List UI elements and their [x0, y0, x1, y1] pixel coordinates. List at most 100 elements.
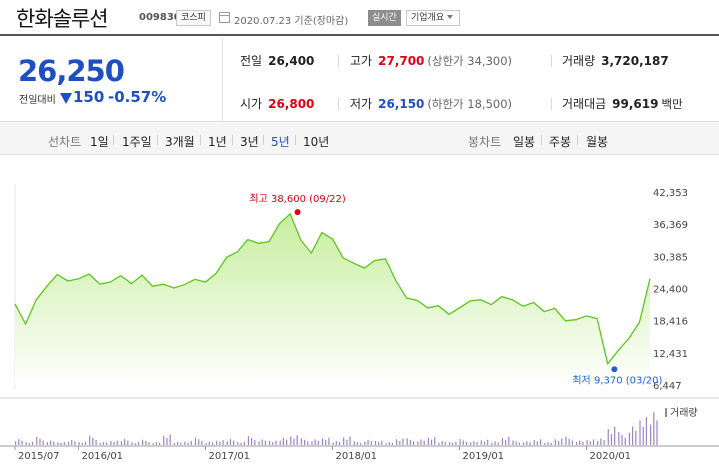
volume-bar: [158, 442, 161, 445]
volume-bar: [184, 441, 186, 445]
y-tick-label: 42,353: [653, 188, 688, 199]
volume-bar: [269, 441, 271, 445]
stock-code: 009830: [139, 12, 181, 23]
volume-bar: [628, 432, 631, 445]
volume-bar: [356, 442, 359, 445]
volume-bar: [247, 436, 250, 445]
volume-bar: [332, 442, 334, 445]
volume-bar: [124, 439, 126, 445]
volume-bar: [36, 436, 38, 445]
volume-bar: [219, 441, 221, 445]
line-chart-label: 선차트: [48, 135, 82, 149]
volume-bar: [434, 436, 436, 445]
cell-divider: [551, 55, 552, 67]
min-marker: [611, 366, 618, 373]
volume-bar: [381, 440, 383, 445]
volume-bar: [523, 442, 525, 445]
volume-bar: [565, 436, 567, 445]
volume-bar: [89, 435, 91, 445]
calendar-icon: [219, 12, 230, 23]
y-tick-label: 6,447: [653, 381, 682, 392]
company-info-label: 기업개요: [411, 13, 445, 23]
period-5year[interactable]: 5년: [271, 135, 290, 149]
volume-bar: [173, 442, 175, 445]
volume-bar: [84, 441, 87, 445]
cell-divider: [551, 98, 552, 110]
volume-bar: [216, 440, 218, 445]
stock-name[interactable]: 한화솔루션: [16, 7, 109, 31]
volume-bar: [607, 429, 609, 445]
volume-bar: [113, 442, 115, 445]
prev-close-value: 26,400: [268, 54, 315, 68]
volume-bar: [307, 441, 309, 445]
price-change-percent: -0.57%: [108, 88, 167, 106]
volume-bar: [258, 441, 260, 445]
volume-bar: [406, 438, 408, 445]
y-tick-label: 12,431: [653, 349, 688, 360]
high-label: 고가: [350, 54, 373, 68]
volume-bar: [137, 442, 140, 445]
period-divider: [295, 135, 296, 145]
volume-bar: [285, 439, 288, 445]
volume-bar: [367, 439, 369, 445]
volume-bar: [99, 443, 101, 445]
high-price: 고가 27,700 (상한가 34,300): [350, 52, 512, 69]
volume-bar: [190, 441, 192, 445]
y-tick-label: 30,385: [653, 252, 688, 263]
volume-bar: [120, 441, 123, 445]
volume-bar: [568, 438, 570, 445]
candle-monthly[interactable]: 월봉: [586, 135, 609, 149]
y-tick-label: 24,400: [653, 285, 688, 296]
amount-label: 거래대금: [562, 97, 607, 111]
volume-bar: [388, 442, 390, 445]
volume-bar: [353, 441, 355, 445]
candle-chart-label: 봉차트: [468, 135, 502, 149]
volume-bar: [539, 439, 542, 445]
company-info-dropdown[interactable]: 기업개요: [406, 10, 461, 26]
period-10year[interactable]: 10년: [303, 135, 330, 149]
volume-bar: [533, 440, 535, 445]
volume-bar: [624, 437, 626, 445]
x-tick-label: 2020/01: [590, 451, 632, 462]
volume-bar: [110, 441, 112, 445]
volume-bar: [645, 417, 648, 445]
volume-bar: [417, 441, 419, 445]
cell-divider: [338, 55, 339, 67]
max-marker: [294, 209, 301, 216]
period-1week[interactable]: 1주일: [122, 135, 152, 149]
volume-bar: [74, 441, 76, 445]
volume-bar: [360, 442, 362, 445]
volume-bar: [155, 442, 157, 445]
volume-bar: [229, 439, 232, 445]
lower-limit: (하한가 18,500): [427, 97, 513, 111]
volume-bar: [501, 437, 504, 445]
x-tick-label: 2017/01: [209, 451, 251, 462]
amount-value: 99,619: [612, 97, 659, 111]
period-1year[interactable]: 1년: [208, 135, 227, 149]
volume-bar: [102, 442, 105, 445]
volume-bar: [399, 440, 401, 445]
volume-bar: [610, 433, 613, 445]
candle-weekly[interactable]: 주봉: [549, 135, 572, 149]
volume-bar: [526, 441, 528, 445]
realtime-button[interactable]: 실시간: [368, 10, 401, 26]
prev-close: 전일 26,400: [240, 52, 314, 69]
volume-bar: [653, 412, 655, 445]
volume-bar: [420, 439, 422, 445]
volume-bar: [46, 442, 48, 445]
volume-bar: [600, 438, 602, 445]
volume-bar: [81, 442, 83, 445]
period-3year[interactable]: 3년: [240, 135, 259, 149]
volume-bar: [452, 442, 454, 445]
volume-bar: [95, 439, 97, 445]
volume-bar: [586, 440, 588, 445]
volume-bar: [473, 441, 475, 445]
volume-legend-label: 거래량: [670, 407, 698, 419]
price-chart[interactable]: 42,353 36,369 30,385 24,400 18,416 12,431 6,44…: [0, 156, 719, 473]
period-1day[interactable]: 1일: [90, 135, 109, 149]
period-3month[interactable]: 3개월: [165, 135, 195, 149]
volume-bar: [60, 443, 62, 445]
price-area: [15, 213, 650, 385]
volume-bar: [243, 441, 245, 445]
candle-daily[interactable]: 일봉: [513, 135, 536, 149]
